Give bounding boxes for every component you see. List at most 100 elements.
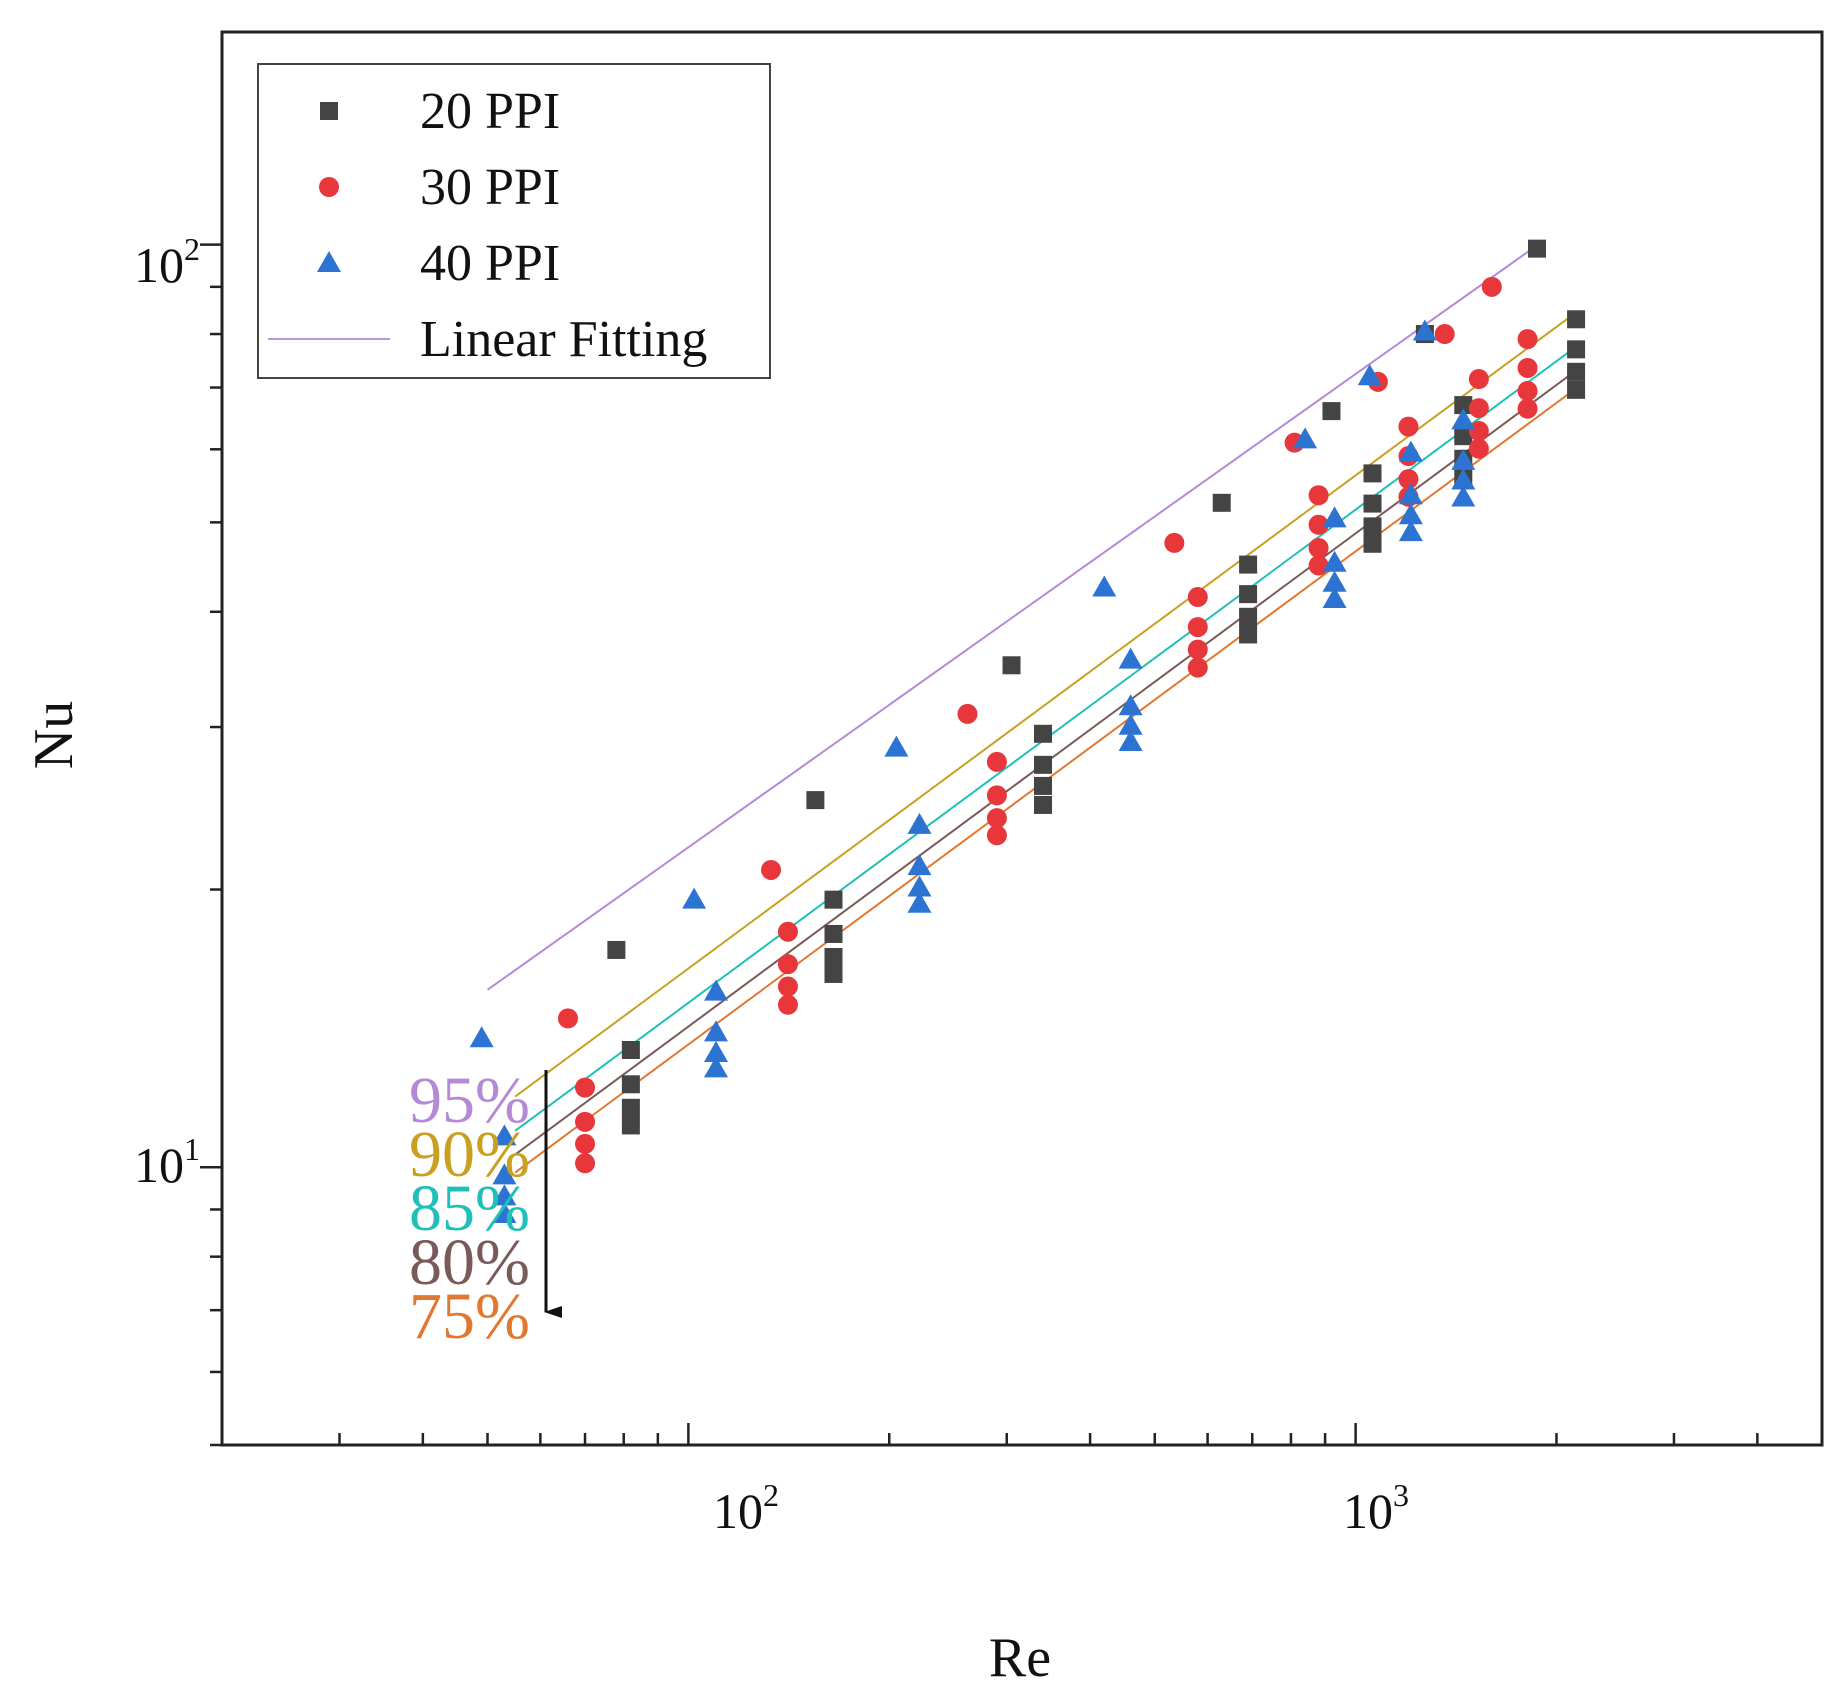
data-point-circle: [777, 994, 798, 1015]
data-point-circle: [575, 1111, 596, 1132]
data-point-circle: [557, 1008, 578, 1029]
data-point-circle: [1308, 485, 1329, 506]
data-point-square: [1239, 585, 1258, 604]
data-point-square: [621, 1116, 640, 1135]
data-point-square: [1034, 776, 1053, 795]
data-point-triangle: [492, 1163, 517, 1185]
data-point-triangle: [1357, 364, 1382, 386]
data-point-square: [1528, 239, 1547, 258]
data-point-circle: [1468, 421, 1489, 442]
data-point-square: [1567, 310, 1586, 329]
data-point-circle: [1187, 639, 1208, 660]
data-point-square: [824, 890, 843, 909]
data-point-circle: [957, 703, 978, 724]
data-point-circle: [1468, 438, 1489, 459]
data-point-triangle: [1398, 483, 1423, 505]
data-point-triangle: [1118, 647, 1143, 669]
data-point-square: [1454, 427, 1473, 446]
data-point-triangle: [492, 1184, 517, 1206]
data-point-square: [1034, 724, 1053, 743]
porosity-label-80: 80%: [409, 1226, 530, 1299]
data-point-circle: [777, 921, 798, 942]
data-point-square: [806, 791, 825, 810]
data-point-square: [1239, 555, 1258, 574]
data-point-circle: [1517, 380, 1538, 401]
porosity-label-75: 75%: [409, 1280, 530, 1353]
data-point-square: [1002, 656, 1021, 675]
data-point-triangle: [1322, 550, 1347, 572]
data-point-circle: [1517, 329, 1538, 350]
data-point-circle: [1398, 416, 1419, 437]
data-point-triangle: [492, 1124, 517, 1146]
legend-label-30ppi: 30 PPI: [420, 159, 560, 216]
data-point-circle: [575, 1077, 596, 1098]
data-point-square: [1567, 362, 1586, 381]
x-tick-label-1000: 103: [1343, 1477, 1409, 1539]
data-point-triangle: [1118, 730, 1143, 752]
data-point-triangle: [703, 1020, 728, 1042]
data-point-triangle: [703, 979, 728, 1001]
data-point-circle: [1517, 357, 1538, 378]
data-point-triangle: [469, 1026, 494, 1048]
data-point-circle: [1187, 617, 1208, 638]
data-point-triangle: [907, 875, 932, 897]
data-point-triangle: [907, 854, 932, 876]
data-point-square: [621, 1098, 640, 1117]
x-axis-title: Re: [989, 1627, 1051, 1689]
data-point-circle: [575, 1133, 596, 1154]
data-point-triangle: [703, 1056, 728, 1078]
data-point-square: [621, 1040, 640, 1059]
data-point-square: [824, 948, 843, 967]
data-point-triangle: [907, 891, 932, 913]
data-point-square: [824, 924, 843, 943]
data-point-circle: [1308, 514, 1329, 535]
data-point-triangle: [1092, 575, 1117, 597]
porosity-label-85: 85%: [409, 1172, 530, 1245]
data-point-triangle: [1293, 427, 1318, 449]
data-point-triangle: [1118, 713, 1143, 735]
fit-line-90: [514, 310, 1579, 1098]
data-point-triangle: [884, 735, 909, 757]
plot-frame: [220, 30, 1824, 1447]
data-point-square: [607, 940, 626, 959]
fit-line-95: [486, 241, 1543, 991]
data-point-circle: [1187, 587, 1208, 608]
data-point-square: [1322, 402, 1341, 421]
data-point-square: [1034, 755, 1053, 774]
legend-label-40ppi: 40 PPI: [420, 235, 560, 292]
data-point-triangle: [492, 1201, 517, 1223]
data-point-triangle: [1322, 506, 1347, 528]
data-point-triangle: [1451, 485, 1476, 507]
data-point-square: [1454, 396, 1473, 415]
porosity-label-95: 95%: [409, 1064, 530, 1137]
data-point-triangle: [907, 812, 932, 834]
data-point-triangle: [703, 1040, 728, 1062]
legend-triangle-symbol: [317, 251, 341, 272]
data-point-square: [1212, 493, 1231, 512]
data-point-square: [1363, 494, 1382, 513]
data-point-square: [1567, 380, 1586, 399]
data-point-circle: [1187, 657, 1208, 678]
data-point-square: [1363, 464, 1382, 483]
data-point-circle: [1164, 532, 1185, 553]
legend: 20 PPI 30 PPI 40 PPI Linear Fitting: [257, 63, 771, 379]
data-point-circle: [1481, 276, 1502, 297]
data-point-circle: [777, 954, 798, 975]
data-point-triangle: [682, 887, 707, 909]
data-point-triangle: [1451, 448, 1476, 470]
data-point-square: [1363, 517, 1382, 536]
legend-circle-symbol: [319, 177, 339, 197]
data-point-circle: [986, 751, 1007, 772]
data-point-triangle: [1118, 694, 1143, 716]
data-point-circle: [1468, 398, 1489, 419]
data-point-square: [1239, 625, 1258, 644]
legend-label-20ppi: 20 PPI: [420, 83, 560, 140]
porosity-label-90: 90%: [409, 1118, 530, 1191]
y-tick-label-100: 102: [134, 231, 200, 293]
data-point-triangle: [1322, 570, 1347, 592]
data-point-triangle: [1451, 408, 1476, 430]
data-point-triangle: [1398, 503, 1423, 525]
data-point-circle: [777, 976, 798, 997]
data-markers: [469, 239, 1586, 1223]
data-point-square: [1363, 534, 1382, 553]
